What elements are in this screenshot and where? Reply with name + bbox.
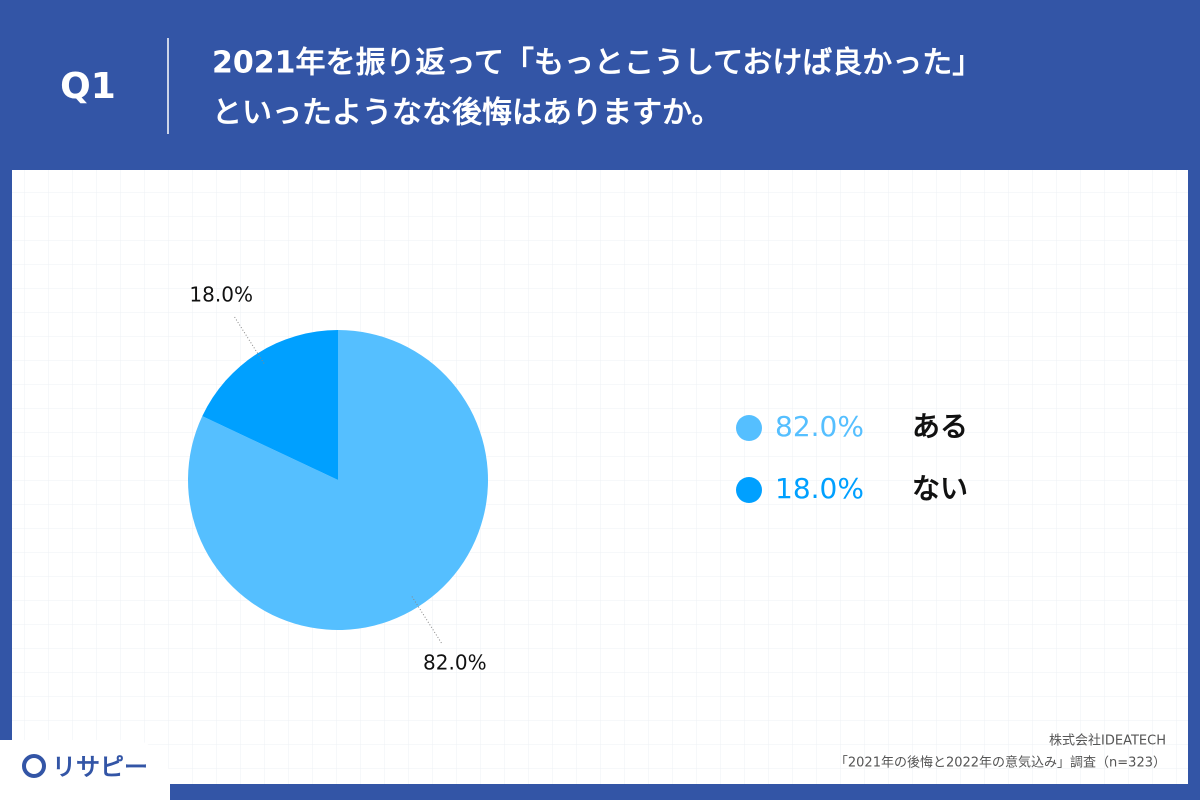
source: 「2021年の後悔と2022年の意気込み」調査（n=323） [835,755,1166,771]
data-label: 82.0% [423,651,487,675]
legend-marker [736,415,762,441]
leader-line [233,315,265,364]
legend-value: 82.0% [775,410,864,443]
logo-icon [22,754,46,778]
chart-title: 2021年を振り返って「もっとこうしておけば良かった」 [212,46,982,81]
legend-value: 18.0% [775,472,864,505]
source: 株式会社IDEATECH [1049,733,1166,749]
logo-tab [0,740,170,800]
legend-label: ある [912,410,968,443]
data-label: 18.0% [189,282,253,306]
pie-slice [188,330,488,631]
pie-slice [202,330,338,480]
logo: リサピー [52,753,148,781]
legend-label: ない [912,472,968,505]
question-number: Q1 [60,66,116,107]
leader-line [411,596,443,645]
legend-marker [736,477,762,503]
chart-title: といったようなな後悔はありますか。 [212,96,721,131]
